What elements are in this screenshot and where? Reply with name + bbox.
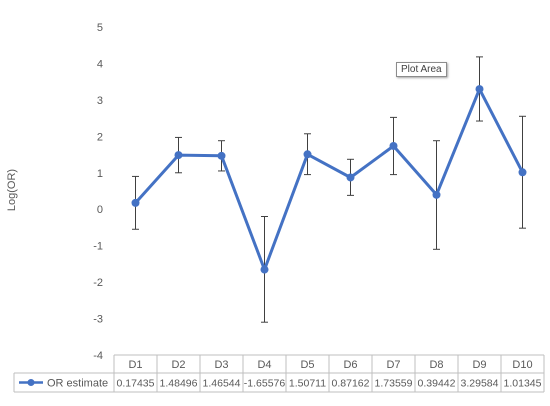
category-label: D4 — [257, 359, 271, 371]
y-tick-label: -1 — [93, 241, 103, 253]
data-point — [389, 141, 398, 150]
category-label: D7 — [386, 359, 400, 371]
table-value: 1.01345 — [504, 378, 542, 390]
y-tick-label: 1 — [97, 168, 103, 180]
table-value: 1.73559 — [375, 378, 413, 390]
data-point — [346, 173, 355, 182]
plot-area-tooltip: Plot Area — [396, 62, 447, 77]
category-label: D3 — [214, 359, 228, 371]
series-line — [134, 87, 524, 272]
data-point — [131, 198, 140, 207]
data-point — [217, 151, 226, 160]
data-point — [475, 85, 484, 94]
category-label: D8 — [429, 359, 443, 371]
legend-label: OR estimate — [47, 378, 108, 390]
y-tick-label: -2 — [93, 277, 103, 289]
data-point — [432, 190, 441, 199]
legend-marker — [27, 379, 35, 386]
category-label: D2 — [171, 359, 185, 371]
category-label: D9 — [472, 359, 486, 371]
y-tick-label: 4 — [97, 58, 103, 70]
table-value: 0.87162 — [332, 378, 370, 390]
category-label: D5 — [300, 359, 314, 371]
y-tick-label: 0 — [97, 204, 103, 216]
y-tick-label: 5 — [97, 22, 103, 34]
table-value: -1.65576 — [244, 378, 286, 390]
category-label: D1 — [128, 359, 142, 371]
category-label: D6 — [343, 359, 357, 371]
y-tick-label: 2 — [97, 131, 103, 143]
table-value: 1.46544 — [203, 378, 241, 390]
data-point — [174, 151, 183, 160]
table-value: 1.50711 — [289, 378, 326, 390]
y-tick-label: -3 — [93, 314, 103, 326]
table-value: 3.29584 — [461, 378, 499, 390]
y-axis-title: Log(OR) — [6, 169, 18, 211]
data-point — [303, 150, 312, 159]
data-point — [518, 168, 527, 177]
y-tick-label: 3 — [97, 95, 103, 107]
table-value: 0.39442 — [418, 378, 456, 390]
table-value: 1.48496 — [160, 378, 198, 390]
data-point — [260, 265, 269, 274]
y-tick-label: -4 — [93, 350, 103, 362]
table-value: 0.17435 — [117, 378, 155, 390]
category-label: D10 — [512, 359, 532, 371]
